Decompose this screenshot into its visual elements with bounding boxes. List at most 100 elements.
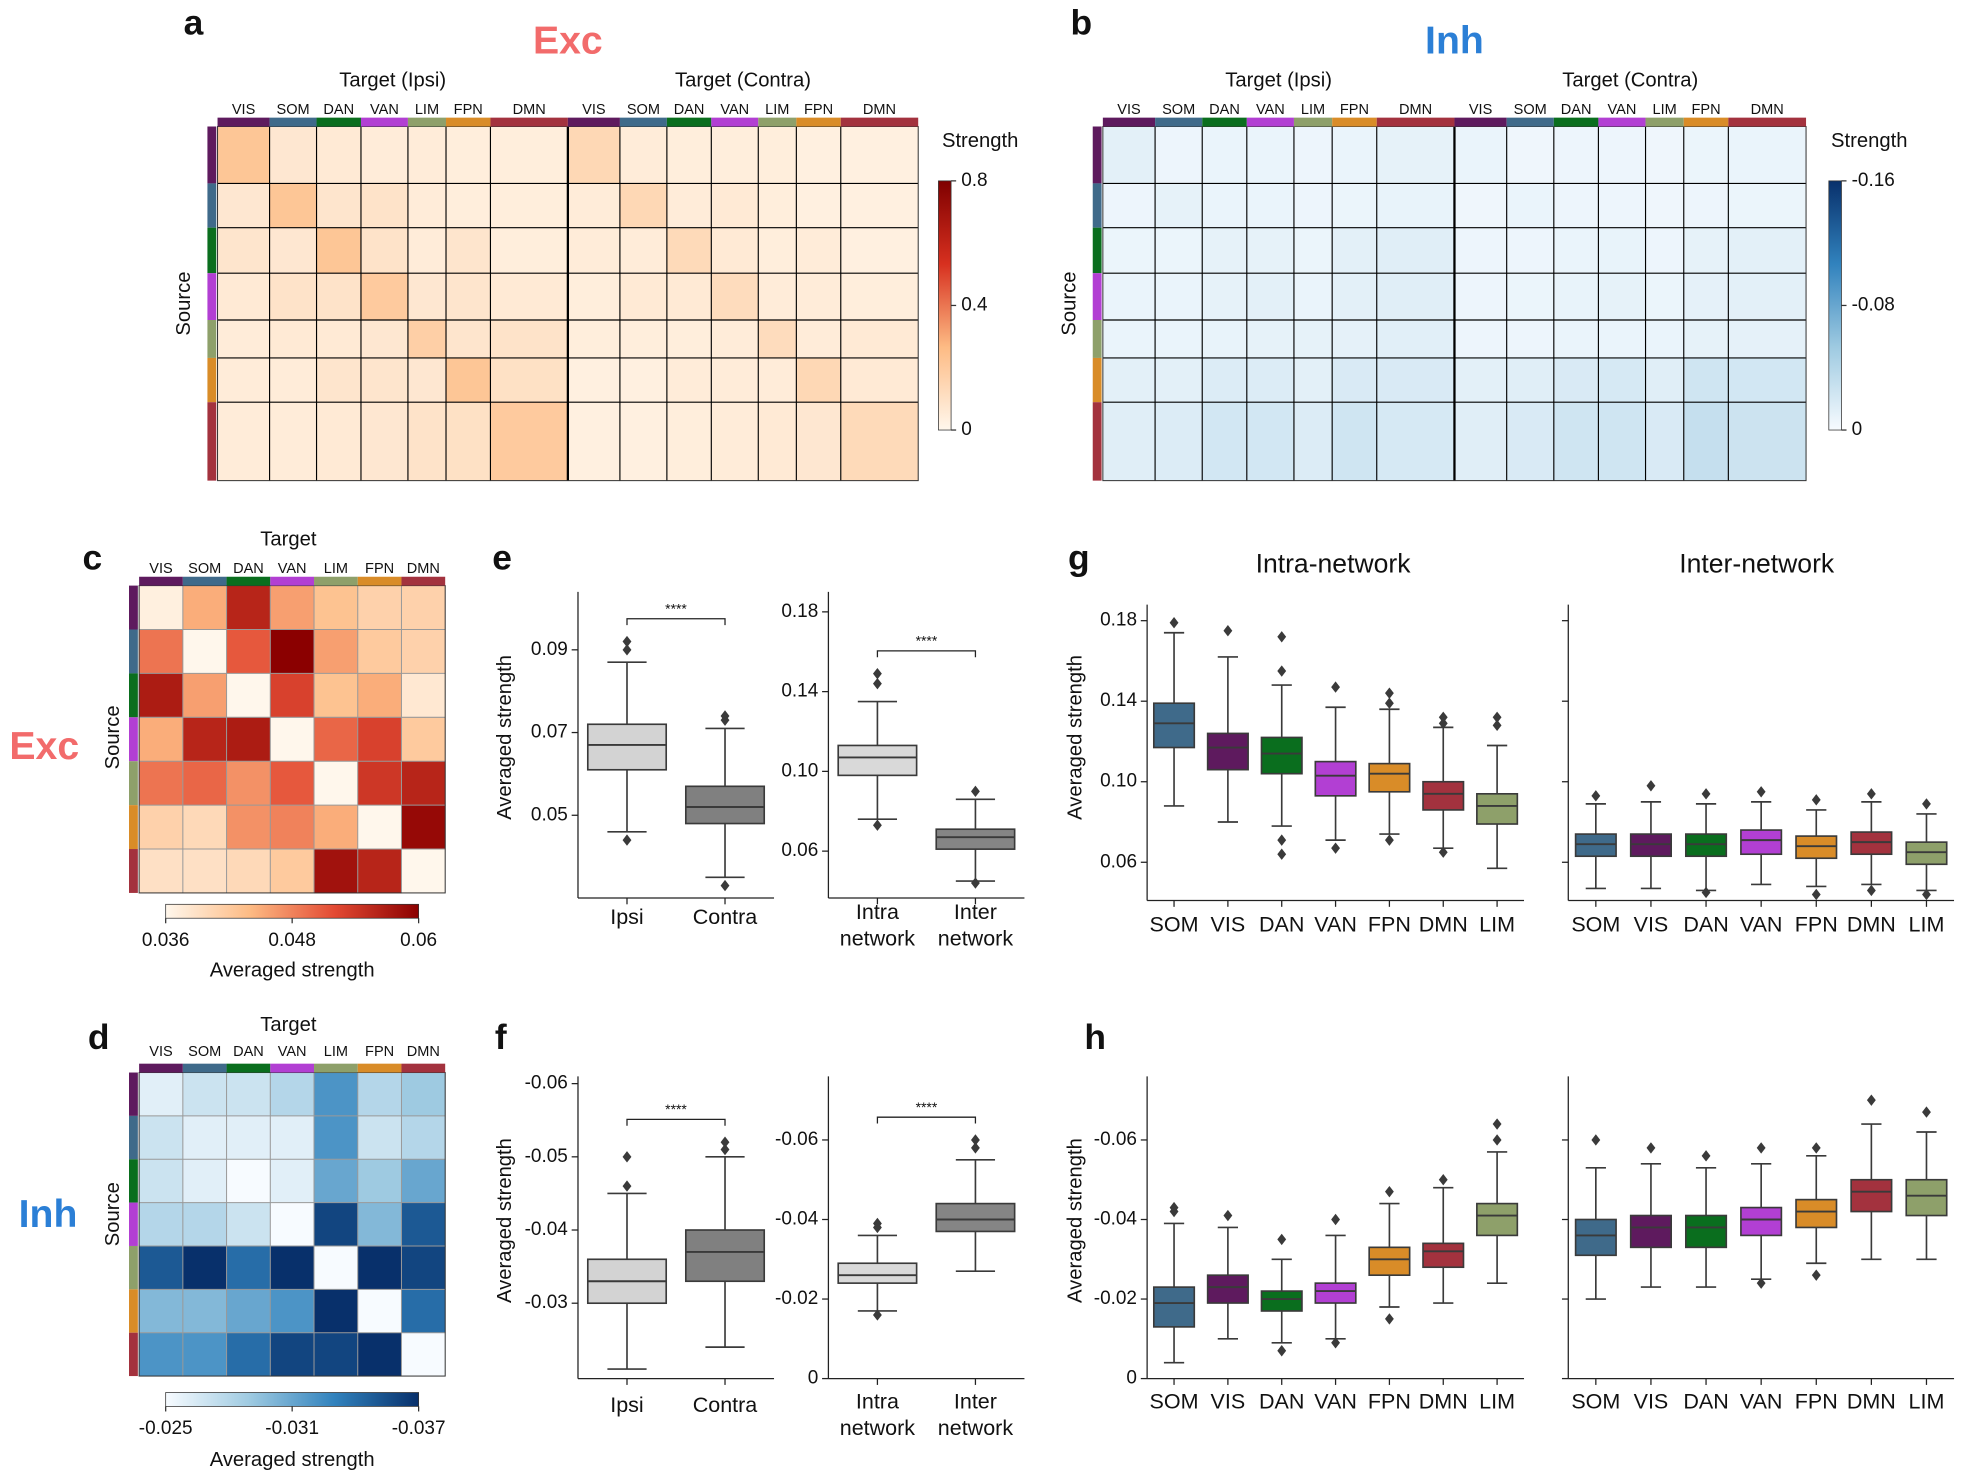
colorbar-tick-label: -0.031 [265,1418,319,1439]
heatmap-cell [711,273,759,321]
heatmap-cell [1246,320,1295,359]
heatmap-cell [182,585,227,630]
x-tick-label: DMN [1419,1389,1468,1413]
network-label: LIM [765,102,789,118]
heatmap-cell [711,402,759,482]
heatmap-cell [1454,402,1508,482]
heatmap-cell [1728,126,1807,184]
network-label: DAN [1209,102,1240,118]
heatmap-cell [407,126,447,184]
network-strip [446,117,491,127]
significance-bracket [876,650,977,658]
heatmap-cell [1102,402,1156,482]
heatmap-cell [1202,227,1248,274]
heatmap-cell [1683,227,1729,274]
network-strip [1092,273,1102,321]
heatmap-cell [357,673,402,718]
heatmap-cell [182,717,227,762]
heatmap-cell [314,585,359,630]
heatmap-cell [1683,357,1729,403]
x-tick-label: Ipsi [610,1393,643,1417]
heatmap-cell [182,1332,227,1377]
outlier [622,644,632,656]
heatmap-cell [490,273,569,321]
network-label: DMN [863,102,896,118]
colorbar-tick-label: 0.4 [961,294,987,315]
heatmap-cell [1293,126,1333,184]
heatmap-cell [1246,357,1295,403]
heatmap-cell [446,357,491,403]
heatmap-cell [270,1072,315,1117]
heatmap-cell [401,1332,446,1377]
heatmap-cell [1293,183,1333,229]
heatmap-cell [217,320,270,359]
network-strip [314,1063,358,1073]
outlier [872,677,882,690]
network-label: DMN [1751,102,1784,118]
outlier [1492,719,1502,732]
heatmap-cell [401,585,446,630]
y-tick-label: 0.07 [531,722,568,743]
network-label: SOM [188,561,221,577]
heatmap-cell [360,183,409,229]
x-axis-label: Target [260,1014,317,1036]
y-tick-label: -0.02 [775,1288,818,1309]
heatmap-cell [357,1159,402,1203]
heatmap-cell [182,1289,227,1334]
heatmap-cell [314,1159,359,1203]
network-strip [1092,402,1102,481]
network-strip [1092,183,1102,228]
network-strip [207,126,217,184]
network-strip [129,1289,138,1333]
colorbar-label: Strength [942,130,1018,152]
heatmap-cell [1506,402,1555,482]
network-strip [139,1063,183,1073]
network-label: VIS [1469,102,1493,118]
x-tick-label: FPN [1368,1389,1411,1413]
heatmap-cell [226,1245,271,1290]
heatmap-cell [1645,183,1685,229]
significance-label: **** [916,1099,938,1115]
outlier [1922,1106,1931,1118]
network-strip [1683,117,1729,127]
heatmap-cell [796,273,842,321]
heatmap-cell [1246,227,1295,274]
y-tick-label: -0.04 [775,1209,818,1230]
significance-label: **** [665,601,687,617]
heatmap-cell [1683,402,1729,482]
network-label: DMN [407,1044,440,1060]
heatmap-cell [217,402,270,482]
outlier [1277,848,1287,860]
outlier [1492,1118,1502,1130]
heatmap-cell [1332,320,1378,359]
significance-bracket [626,618,726,626]
y-tick-label: -0.04 [525,1219,568,1240]
heatmap-cell [758,126,797,184]
network-strip [490,117,568,127]
network-strip [1376,117,1455,127]
x-tick-label: Inter network [938,1389,1014,1440]
box [1684,1214,1728,1249]
heatmap-cell [1454,320,1508,359]
y-tick-label: -0.03 [525,1292,568,1313]
heatmap-cell [1155,357,1203,403]
box [1314,1282,1357,1304]
outlier [1811,1269,1821,1281]
heatmap-cell [1728,402,1807,482]
colorbar [1828,180,1842,431]
colorbar-tick-label: -0.16 [1852,170,1895,191]
heatmap-cell [567,227,621,274]
heatmap-cell [796,183,842,229]
heatmap-cell [1376,227,1455,274]
heatmap-cell [269,402,317,482]
box [1740,829,1783,856]
box [1629,1214,1673,1249]
heatmap-cell [357,761,402,806]
heatmap-cell [139,761,184,806]
network-strip [619,117,667,127]
heatmap-cell [407,320,447,359]
heatmap-cell [1155,402,1203,482]
network-label: VIS [149,561,173,577]
outlier [1811,794,1821,806]
network-label: VIS [149,1044,173,1060]
